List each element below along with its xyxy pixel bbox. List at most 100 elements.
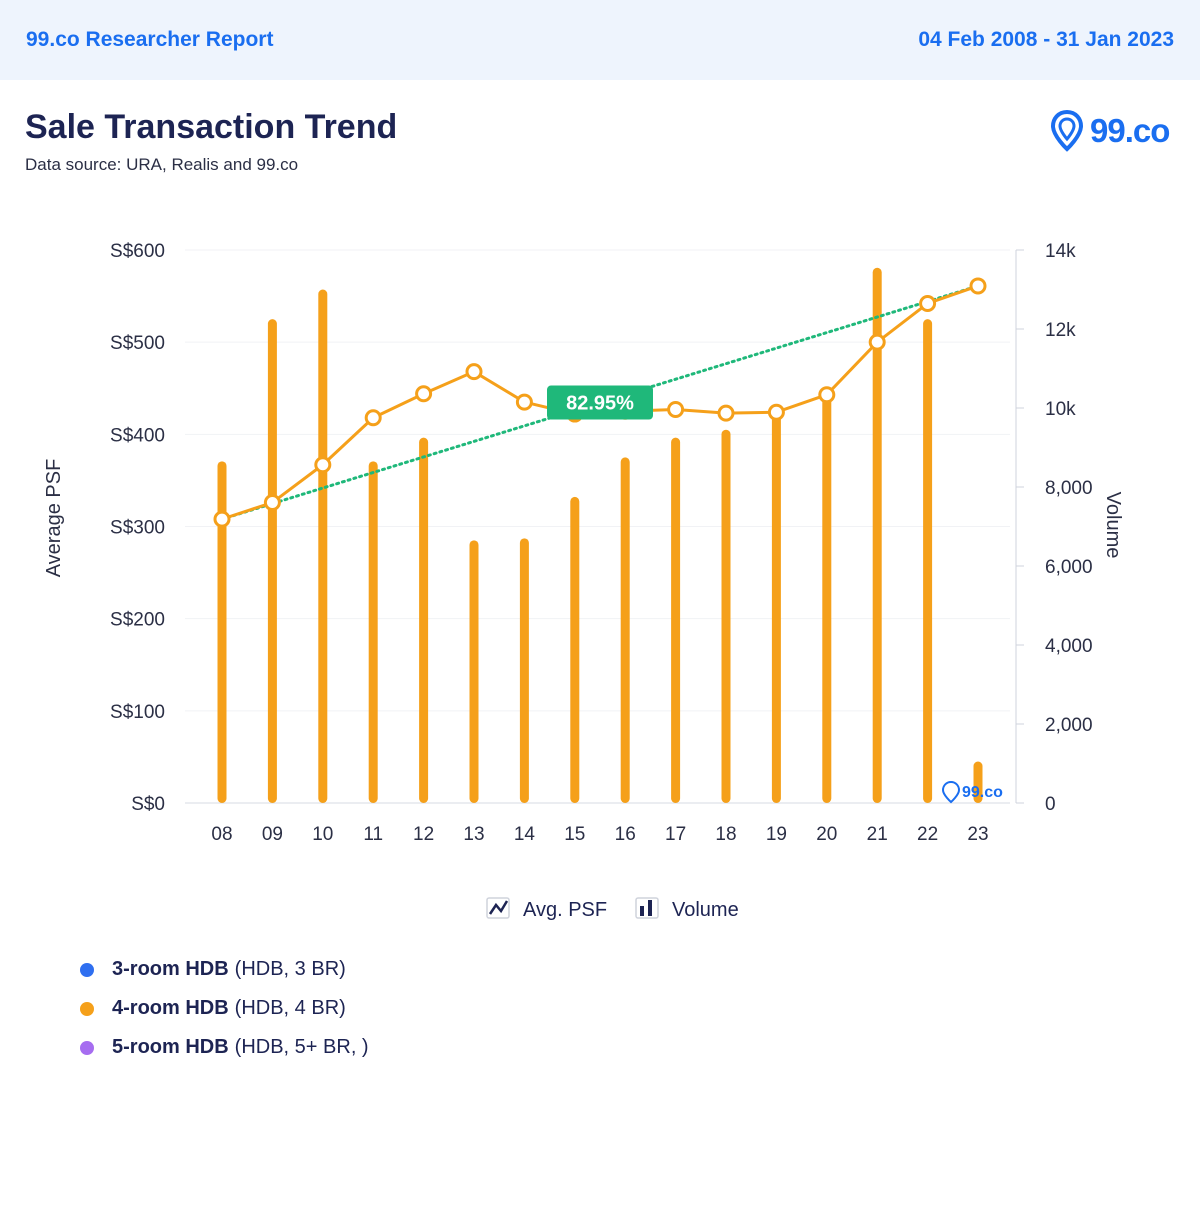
unit-type-4-room: 4-room HDB (HDB, 4 BR) — [80, 997, 346, 1020]
right-tick-label: 2,000 — [1045, 715, 1093, 736]
x-tick-label: 18 — [715, 824, 736, 845]
dot-icon — [80, 1040, 94, 1055]
unit-type-5-room: 5-room HDB (HDB, 5+ BR, ) — [80, 1036, 369, 1059]
growth-badge-bg — [547, 385, 653, 420]
right-tick-label: 14k — [1045, 241, 1076, 262]
avg-psf-point — [767, 403, 785, 421]
avg-psf-point — [868, 333, 886, 351]
volume-bar — [973, 761, 983, 803]
right-tick-label: 6,000 — [1045, 557, 1093, 578]
right-axis-label: Volume — [1102, 492, 1124, 559]
x-tick-label: 14 — [514, 824, 536, 845]
right-tick-label: 4,000 — [1045, 636, 1093, 657]
growth-badge: 82.95% — [547, 385, 653, 420]
unit-type-name: 5-room HDB — [112, 1036, 229, 1058]
left-tick-label: S$500 — [110, 333, 165, 354]
avg-psf-point — [415, 385, 433, 403]
x-tick-label: 22 — [917, 824, 938, 845]
x-tick-label: 23 — [967, 824, 988, 845]
avg-psf-point — [314, 456, 332, 474]
legend-label-volume: Volume — [672, 899, 739, 921]
avg-psf-point — [263, 494, 281, 512]
avg-psf-point — [515, 393, 533, 411]
chart-title: Sale Transaction Trend — [25, 108, 398, 146]
left-tick-label: S$400 — [110, 425, 165, 446]
legend-item-volume[interactable]: Volume — [635, 897, 739, 921]
left-axis-label: Average PSF — [43, 459, 65, 578]
x-tick-label: 21 — [867, 824, 888, 845]
right-axis-ticks: 0 2,000 4,000 6,000 8,000 10k 12k 14k — [1016, 241, 1093, 815]
x-tick-label: 15 — [564, 824, 585, 845]
dot-icon — [80, 1001, 94, 1016]
watermark-text: 99.co — [962, 784, 1003, 801]
chart-watermark: 99.co — [941, 780, 1003, 804]
x-tick-label: 19 — [766, 824, 787, 845]
legend-label-avg-psf: Avg. PSF — [523, 899, 607, 921]
date-range: 04 Feb 2008 - 31 Jan 2023 — [918, 28, 1174, 51]
volume-bar — [822, 396, 832, 803]
report-header-bar: 99.co Researcher Report 04 Feb 2008 - 31… — [0, 0, 1200, 80]
avg-psf-point — [717, 404, 735, 422]
legend-item-avg-psf[interactable]: Avg. PSF — [486, 897, 607, 921]
volume-bar — [923, 319, 933, 803]
volume-bar — [368, 461, 378, 803]
x-tick-label: 10 — [312, 824, 333, 845]
volume-bar — [620, 457, 630, 803]
right-tick-label: 8,000 — [1045, 478, 1093, 499]
volume-bar — [771, 413, 781, 803]
unit-type-name: 4-room HDB — [112, 997, 229, 1019]
right-tick-label: 10k — [1045, 399, 1076, 420]
grid-lines — [185, 249, 1010, 804]
volume-bar — [519, 538, 529, 803]
avg-psf-point — [818, 386, 836, 404]
left-axis-ticks: S$0 S$100 S$200 S$300 S$400 S$500 S$600 — [110, 241, 165, 815]
watermark-pin-icon — [941, 780, 961, 804]
avg-psf-point — [919, 294, 937, 312]
x-tick-label: 17 — [665, 824, 686, 845]
unit-type-detail: (HDB, 5+ BR, ) — [234, 1036, 369, 1058]
volume-bar — [318, 289, 328, 803]
unit-type-name: 3-room HDB — [112, 958, 229, 980]
location-pin-icon — [1050, 109, 1084, 152]
right-tick-label: 0 — [1045, 794, 1056, 815]
data-source-note: Data source: URA, Realis and 99.co — [25, 155, 299, 174]
left-tick-label: S$200 — [110, 610, 165, 631]
x-tick-label: 12 — [413, 824, 434, 845]
x-tick-label: 11 — [363, 824, 383, 845]
x-tick-label: 16 — [615, 824, 636, 845]
bar-chart-icon-bar1 — [640, 906, 644, 916]
volume-bar — [721, 429, 731, 803]
volume-bar — [267, 319, 277, 803]
chart-legend: Avg. PSF Volume — [486, 897, 739, 921]
unit-type-detail: (HDB, 4 BR) — [234, 997, 346, 1019]
x-tick-label: 13 — [463, 824, 484, 845]
left-tick-label: S$100 — [110, 702, 165, 723]
brand-logo-text: 99.co — [1090, 112, 1170, 149]
unit-type-detail: (HDB, 3 BR) — [234, 958, 346, 980]
unit-type-3-room: 3-room HDB (HDB, 3 BR) — [80, 958, 346, 981]
avg-psf-point — [213, 510, 231, 528]
bar-chart-icon — [635, 897, 659, 919]
volume-bars — [217, 267, 983, 803]
volume-bar — [217, 461, 227, 803]
left-tick-label: S$300 — [110, 518, 165, 539]
volume-bar — [469, 540, 479, 803]
volume-bar — [570, 496, 580, 803]
x-tick-label: 09 — [262, 824, 283, 845]
x-tick-label: 08 — [211, 824, 232, 845]
avg-psf-point — [364, 409, 382, 427]
left-tick-label: S$600 — [110, 241, 165, 262]
avg-psf-point — [465, 363, 483, 381]
growth-badge-label: 82.95% — [566, 393, 634, 415]
left-tick-label: S$0 — [131, 794, 165, 815]
volume-bar — [419, 437, 429, 803]
report-label: 99.co Researcher Report — [26, 28, 274, 51]
bar-chart-icon-bar2 — [648, 900, 652, 916]
sale-transaction-chart: S$0 S$100 S$200 S$300 S$400 S$500 S$600 0 2,000… — [43, 241, 1124, 921]
brand-logo: 99.co — [1050, 106, 1180, 156]
line-chart-icon — [486, 897, 510, 919]
avg-psf-point — [969, 277, 987, 295]
dot-icon — [80, 962, 94, 977]
volume-bar — [872, 267, 882, 803]
avg-psf-point — [667, 400, 685, 418]
